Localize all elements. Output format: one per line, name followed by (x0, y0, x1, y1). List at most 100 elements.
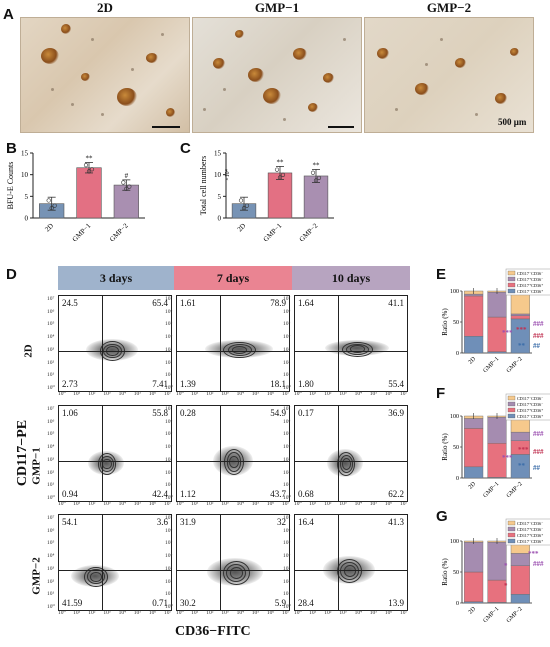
chart-c-ytick-label: 5 (218, 193, 222, 201)
quadrant-value-lower-right: 13.9 (388, 598, 404, 608)
facs-xtick-label: 10⁶ (384, 391, 393, 397)
quadrant-value-lower-left: 1.80 (298, 379, 314, 389)
chart-g-category-label: GMP−1 (482, 606, 500, 624)
chart-g-legend-label: CD117⁻CD36⁻ (517, 521, 543, 526)
facs-xtick-label: 10⁰ (176, 610, 184, 616)
chart-e-ylabel: Ratio (%) (441, 308, 449, 336)
facs-ytick-label: 10⁴ (165, 444, 173, 451)
quadrant-divider-horizontal (295, 570, 407, 572)
quadrant-value-lower-left: 1.12 (180, 489, 196, 499)
facs-plot: 54.1 3.6 41.59 0.71 (58, 514, 172, 611)
axis-label-cd36: CD36−FITC (175, 624, 251, 639)
facs-ytick-label: 10⁵ (283, 540, 291, 547)
chart-f-legend-label: CD117⁺CD36⁺ (517, 408, 543, 413)
quadrant-divider-vertical (219, 296, 221, 391)
facs-plot: 1.06 55.8 0.94 42.4 (58, 405, 172, 502)
micrograph-header-2d: 2D (97, 0, 113, 15)
chart-c-ylabel: Total cell numbers (199, 156, 208, 215)
facs-ytick-label: 10⁶ (165, 308, 173, 315)
chart-b-ylabel: BFU-E Counts (6, 162, 15, 210)
chart-g-segment (464, 542, 484, 573)
quadrant-value-upper-right: 54.9 (270, 408, 286, 418)
quadrant-value-lower-right: 62.2 (388, 489, 404, 499)
facs-xtick-label: 10⁰ (294, 610, 302, 616)
quadrant-value-upper-left: 16.4 (298, 517, 314, 527)
chart-b-dot (52, 203, 57, 208)
chart-total-cells: 0 5 10 15 2D ** GMP−1 ** GMP−2 Total cell numbers… (199, 150, 334, 243)
facs-xtick-label: 10⁴ (236, 391, 244, 397)
facs-xtick-label: 10⁷ (400, 391, 408, 397)
facs-ytick-label: 10⁷ (283, 296, 291, 302)
facs-xtick-label: 10³ (103, 391, 111, 397)
facs-ytick-label: 10⁷ (165, 406, 173, 412)
facs-xtick-label: 10⁴ (118, 610, 126, 616)
facs-ytick-label: 10³ (283, 346, 291, 353)
facs-ytick-label: 10¹ (47, 372, 55, 379)
chart-g-segment (510, 594, 530, 604)
facs-ytick-label: 10⁰ (47, 604, 55, 610)
facs-contour (340, 562, 360, 581)
quadrant-value-upper-left: 0.17 (298, 408, 314, 418)
day-header-10: 10 days (292, 266, 410, 290)
chart-b-category-label: GMP−2 (108, 221, 130, 243)
facs-plot: 24.5 65.4 2.73 7.41 (58, 295, 172, 392)
facs-ytick-label: 10¹ (47, 591, 55, 598)
chart-c-category-label: 2D (236, 222, 248, 234)
facs-ytick-label: 10⁶ (47, 527, 55, 534)
facs-ytick-label: 10⁵ (283, 431, 291, 438)
micrograph-header-gmp1: GMP−1 (254, 0, 300, 15)
chart-f-ytick-label: 0 (456, 476, 459, 482)
chart-c-dot (310, 170, 316, 175)
quadrant-divider-vertical (101, 406, 103, 501)
chart-b-ytick-label: 5 (25, 193, 29, 201)
facs-contour (229, 567, 243, 579)
chart-c-ytick-label: 0 (218, 215, 222, 223)
micrograph-2d (20, 17, 190, 133)
panel-label-g: G (436, 508, 448, 525)
facs-xtick-label: 10² (324, 610, 332, 616)
facs-xtick-label: 10⁷ (400, 610, 408, 616)
chart-e-segment (510, 313, 530, 316)
chart-g-legend-label: CD117⁺CD36⁻ (517, 527, 543, 532)
facs-ytick-label: 10³ (47, 565, 55, 572)
chart-e-segment (464, 295, 484, 337)
facs-ytick-label: 10⁵ (165, 540, 173, 547)
facs-ytick-label: 10¹ (283, 482, 291, 489)
facs-ytick-label: 10⁷ (283, 406, 291, 412)
chart-f-sig-gmp2-red: *** (518, 446, 529, 454)
chart-f-legend-label: CD117⁻CD36⁻ (517, 396, 543, 401)
quadrant-value-lower-left: 2.73 (62, 379, 78, 389)
facs-ytick-label: 10⁶ (283, 527, 291, 534)
facs-ytick-label: 10⁷ (47, 515, 55, 521)
facs-plot: 0.17 36.9 0.68 62.2 (294, 405, 408, 502)
facs-contour (222, 560, 250, 586)
quadrant-value-lower-left: 1.39 (180, 379, 196, 389)
facs-xtick-label: 10⁵ (251, 610, 260, 616)
facs-xtick-label: 10² (324, 501, 332, 507)
chart-e-sig-gmp2-red: *** (516, 326, 527, 334)
chart-f-legend-swatch (507, 407, 516, 413)
chart-e-segment (510, 315, 530, 320)
facs-ytick-label: 10⁶ (165, 527, 173, 534)
chart-f-legend-swatch (507, 395, 516, 401)
facs-ytick-label: 10⁵ (165, 431, 173, 438)
chart-e-sig-gmp2-blue: ** (518, 342, 526, 350)
chart-f-sig-gmp2-red-hash: ### (533, 448, 544, 456)
chart-e-legend-swatch (507, 288, 516, 294)
facs-ytick-label: 10¹ (47, 482, 55, 489)
chart-f-legend-label: CD117⁻CD36⁺ (517, 414, 543, 419)
facs-xtick-label: 10⁶ (148, 501, 157, 507)
facs-ytick-label: 10⁵ (165, 321, 173, 328)
facs-ytick-label: 10⁷ (47, 406, 55, 412)
panel-label-d: D (6, 266, 17, 283)
chart-b-dot (127, 184, 132, 189)
chart-f-legend-label: CD117⁺CD36⁻ (517, 402, 543, 407)
chart-f-sig-gmp2-blue-hash: ## (533, 464, 541, 472)
quadrant-value-upper-right: 3.6 (156, 517, 168, 527)
chart-b-ytick-label: 0 (25, 215, 29, 223)
scale-bar-2d (152, 126, 180, 128)
facs-ytick-label: 10⁴ (165, 334, 173, 341)
facs-xtick-label: 10³ (221, 501, 229, 507)
chart-f-category-label: GMP−2 (506, 481, 524, 499)
chart-bfu-e: 0 5 10 15 2D ** GMP−1 # GMP−2 BFU-E Counts (6, 150, 145, 243)
